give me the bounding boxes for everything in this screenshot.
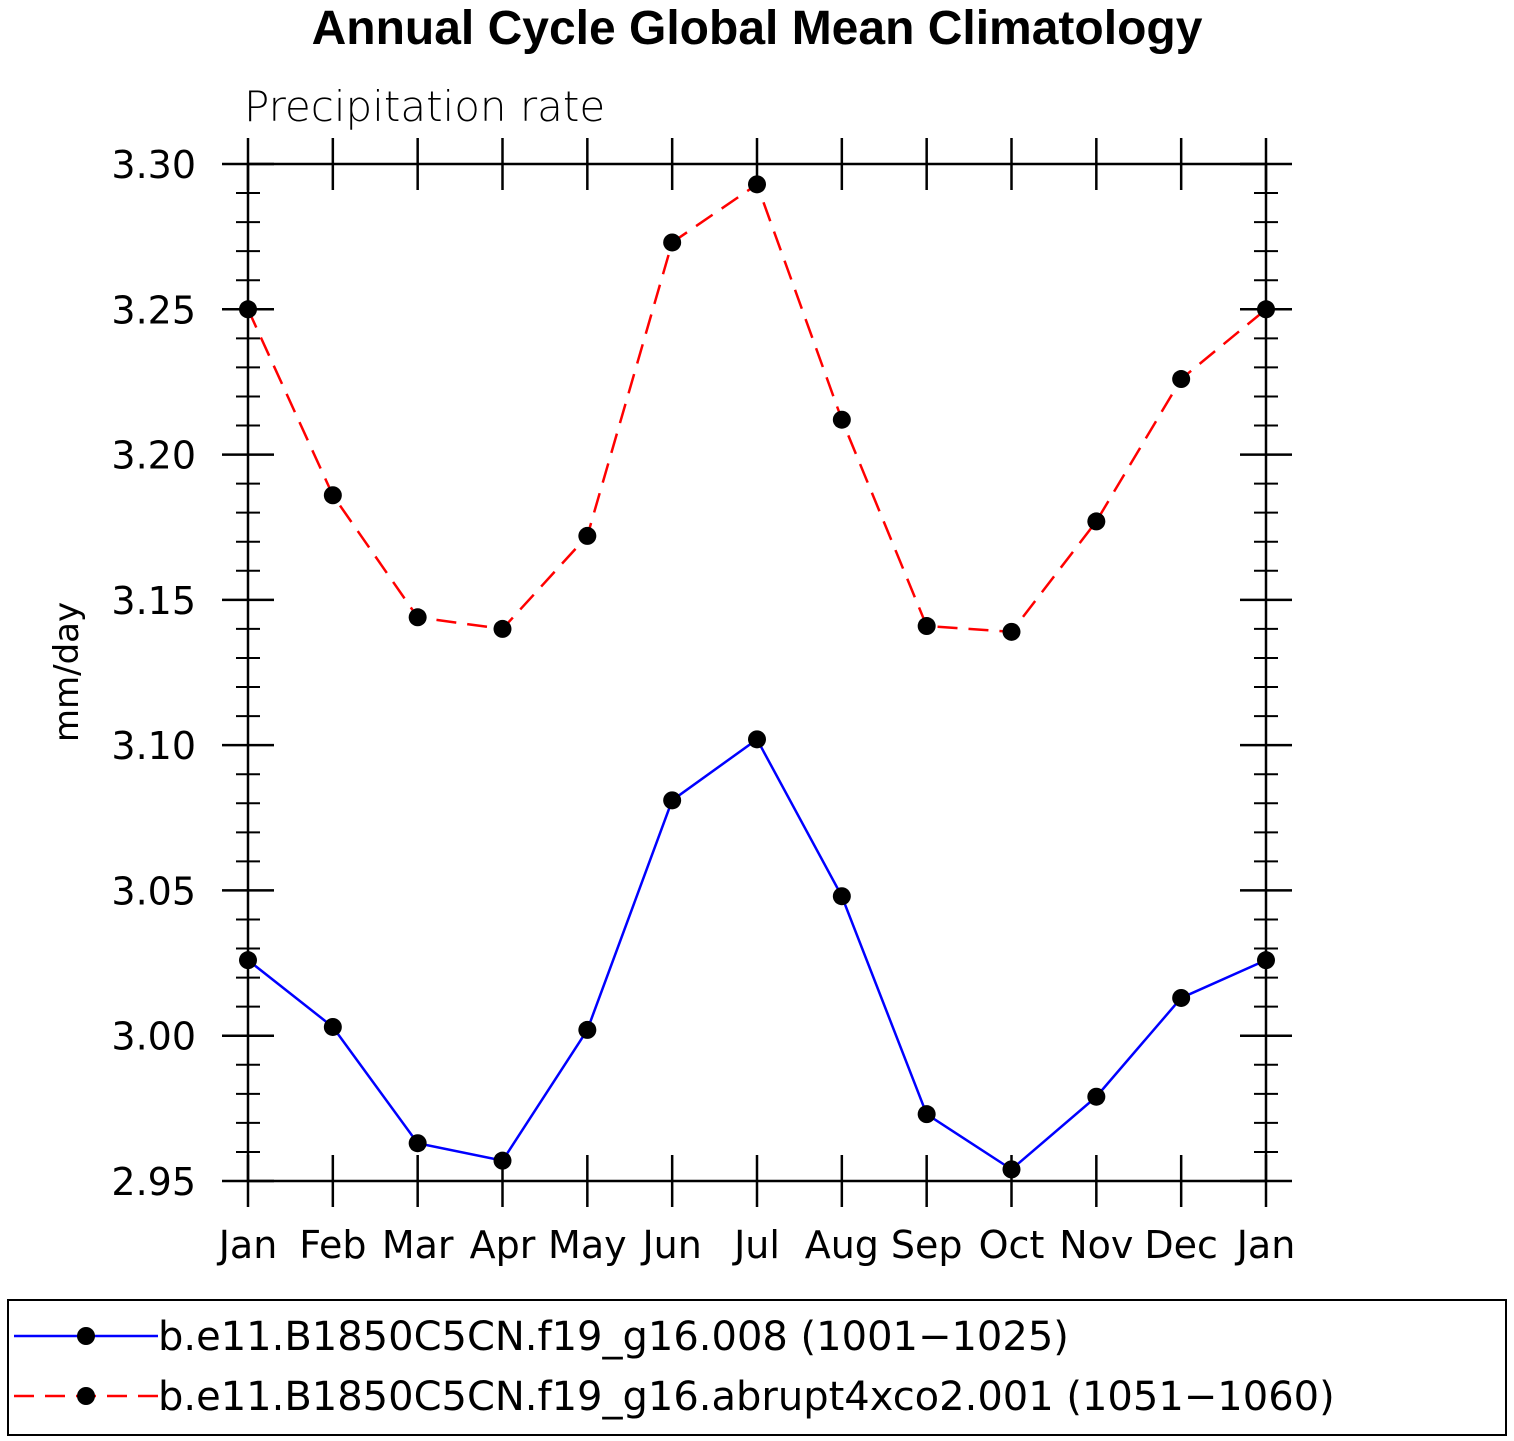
plot-frame (246, 162, 1268, 1183)
chart-title: Annual Cycle Global Mean Climatology (312, 2, 1203, 55)
data-point (493, 1151, 512, 1170)
data-point (663, 233, 682, 252)
data-point (748, 175, 766, 194)
x-tick-label: Jul (732, 1223, 780, 1267)
data-point (917, 617, 936, 636)
x-tick-label: Nov (1059, 1223, 1133, 1267)
x-tick-labels: Jan Feb Mar Apr May Jun Jul Aug Sep Oct Nov Dec Jan (217, 1223, 1296, 1267)
data-point (408, 608, 427, 627)
data-point (1002, 622, 1021, 641)
axis-ticks (222, 138, 1292, 1207)
data-point (663, 791, 682, 810)
y-tick-label: 2.95 (111, 1160, 196, 1204)
data-point (1172, 988, 1191, 1007)
y-axis-label: mm/day (47, 602, 87, 742)
x-tick-label: Aug (805, 1223, 879, 1267)
x-tick-label: Feb (299, 1223, 366, 1267)
data-point (323, 486, 342, 505)
x-tick-label: May (548, 1223, 627, 1267)
x-tick-label: Dec (1144, 1223, 1218, 1267)
x-tick-label: Jun (640, 1223, 701, 1267)
data-point (832, 887, 851, 906)
y-tick-label: 3.05 (111, 869, 196, 913)
data-point (832, 410, 851, 429)
data-point (1087, 512, 1106, 531)
series-lines (246, 182, 1267, 1171)
y-tick-label: 3.25 (111, 288, 196, 332)
data-point (1002, 1160, 1021, 1179)
legend: b.e11.B1850C5CN.f19_g16.008 (1001−1025) b… (14, 1314, 1335, 1420)
data-point (1087, 1087, 1106, 1106)
y-tick-label: 3.10 (111, 724, 196, 768)
y-tick-label: 3.20 (111, 434, 196, 478)
data-point (917, 1105, 936, 1124)
x-tick-label: Apr (470, 1223, 536, 1267)
data-point (578, 1020, 597, 1039)
y-tick-labels: 3.30 3.25 3.20 3.15 3.10 3.05 3.00 2.95 (111, 143, 196, 1204)
legend-label-2: b.e11.B1850C5CN.f19_g16.abrupt4xco2.001 … (158, 1374, 1335, 1420)
legend-marker (77, 1387, 95, 1405)
data-point (1172, 370, 1191, 389)
data-point (408, 1134, 427, 1153)
y-tick-label: 3.15 (111, 579, 196, 623)
data-point (748, 730, 766, 749)
x-tick-label: Jan (1235, 1223, 1296, 1267)
data-point (493, 619, 512, 638)
data-point (323, 1017, 342, 1036)
legend-box (7, 1299, 1507, 1436)
series-line-1 (247, 737, 1267, 1171)
x-tick-label: Jan (217, 1223, 278, 1267)
data-point (578, 526, 597, 545)
legend-marker (77, 1327, 95, 1345)
series-line-2 (246, 182, 1267, 634)
chart-subtitle: Precipitation rate (244, 82, 605, 131)
x-tick-label: Sep (891, 1223, 963, 1267)
x-tick-label: Oct (979, 1223, 1045, 1267)
series-points (239, 175, 1275, 1179)
y-tick-label: 3.00 (111, 1015, 196, 1059)
legend-label-1: b.e11.B1850C5CN.f19_g16.008 (1001−1025) (158, 1314, 1069, 1360)
y-tick-label: 3.30 (111, 143, 196, 187)
x-tick-label: Mar (382, 1223, 454, 1267)
